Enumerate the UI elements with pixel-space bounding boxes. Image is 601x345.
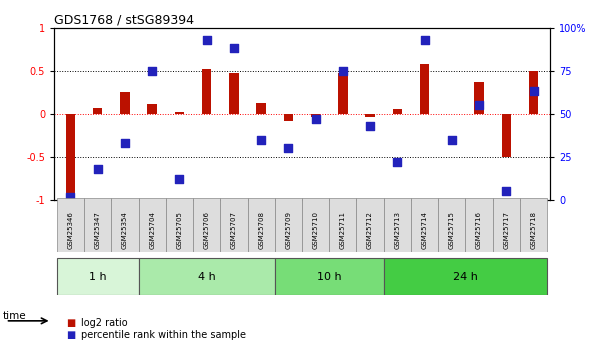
Point [66,194,75,199]
FancyBboxPatch shape [111,198,139,252]
FancyBboxPatch shape [139,258,275,295]
Bar [202,69,212,114]
Point [392,159,402,165]
Text: time: time [3,311,26,321]
Text: GSM25711: GSM25711 [340,211,346,249]
Text: 10 h: 10 h [317,272,341,282]
FancyBboxPatch shape [139,198,166,252]
Bar [229,73,239,114]
Text: 4 h: 4 h [198,272,216,282]
Bar [284,114,293,121]
Point [229,46,239,51]
FancyBboxPatch shape [383,198,411,252]
Point [474,102,484,108]
Point [365,123,375,129]
FancyBboxPatch shape [275,198,302,252]
Point [338,68,347,73]
Text: GSM25717: GSM25717 [503,211,509,249]
Point [175,177,185,182]
Text: GSM25712: GSM25712 [367,211,373,249]
FancyBboxPatch shape [221,198,248,252]
Point [120,140,130,146]
Bar [120,92,130,114]
Text: GSM25709: GSM25709 [285,211,291,249]
FancyBboxPatch shape [329,198,356,252]
Bar [420,64,429,114]
Point [284,146,293,151]
FancyBboxPatch shape [193,198,221,252]
Point [501,189,511,194]
Bar [311,114,320,117]
FancyBboxPatch shape [84,198,111,252]
Bar [474,82,484,114]
Text: GSM25718: GSM25718 [531,211,537,249]
Text: GSM25704: GSM25704 [149,211,155,249]
Text: GSM25713: GSM25713 [394,211,400,249]
FancyBboxPatch shape [57,258,139,295]
FancyBboxPatch shape [356,198,383,252]
Text: GSM25347: GSM25347 [95,211,101,249]
Point [202,37,212,42]
Text: 24 h: 24 h [453,272,478,282]
Text: GSM25354: GSM25354 [122,211,128,249]
Bar [66,114,75,194]
FancyBboxPatch shape [465,198,493,252]
FancyBboxPatch shape [275,258,383,295]
Text: GSM25705: GSM25705 [177,211,183,249]
Bar [392,109,402,114]
FancyBboxPatch shape [438,198,465,252]
Text: GSM25707: GSM25707 [231,211,237,249]
Text: GDS1768 / stSG89394: GDS1768 / stSG89394 [54,13,194,27]
Text: ■: ■ [66,330,75,339]
Point [257,137,266,142]
Text: GSM25708: GSM25708 [258,211,264,249]
Bar [257,103,266,114]
Bar [502,114,511,157]
Text: GSM25346: GSM25346 [67,211,73,249]
FancyBboxPatch shape [520,198,547,252]
Point [311,116,320,122]
Bar [365,114,375,117]
FancyBboxPatch shape [248,198,275,252]
Point [447,137,457,142]
Bar [529,71,538,114]
Text: GSM25714: GSM25714 [421,211,427,249]
Text: ■: ■ [66,318,75,327]
Bar [338,73,347,114]
Text: percentile rank within the sample: percentile rank within the sample [81,330,246,339]
Text: GSM25715: GSM25715 [449,211,455,249]
Text: GSM25710: GSM25710 [313,211,319,249]
Bar [175,112,184,114]
Bar [93,108,102,114]
Text: log2 ratio: log2 ratio [81,318,128,327]
Point [419,37,429,42]
FancyBboxPatch shape [57,198,84,252]
Point [147,68,157,73]
FancyBboxPatch shape [411,198,438,252]
Point [93,166,103,172]
Text: 1 h: 1 h [89,272,106,282]
Text: GSM25706: GSM25706 [204,211,210,249]
Text: GSM25716: GSM25716 [476,211,482,249]
FancyBboxPatch shape [302,198,329,252]
FancyBboxPatch shape [383,258,547,295]
Point [529,89,538,94]
FancyBboxPatch shape [493,198,520,252]
Bar [147,104,157,114]
FancyBboxPatch shape [166,198,193,252]
